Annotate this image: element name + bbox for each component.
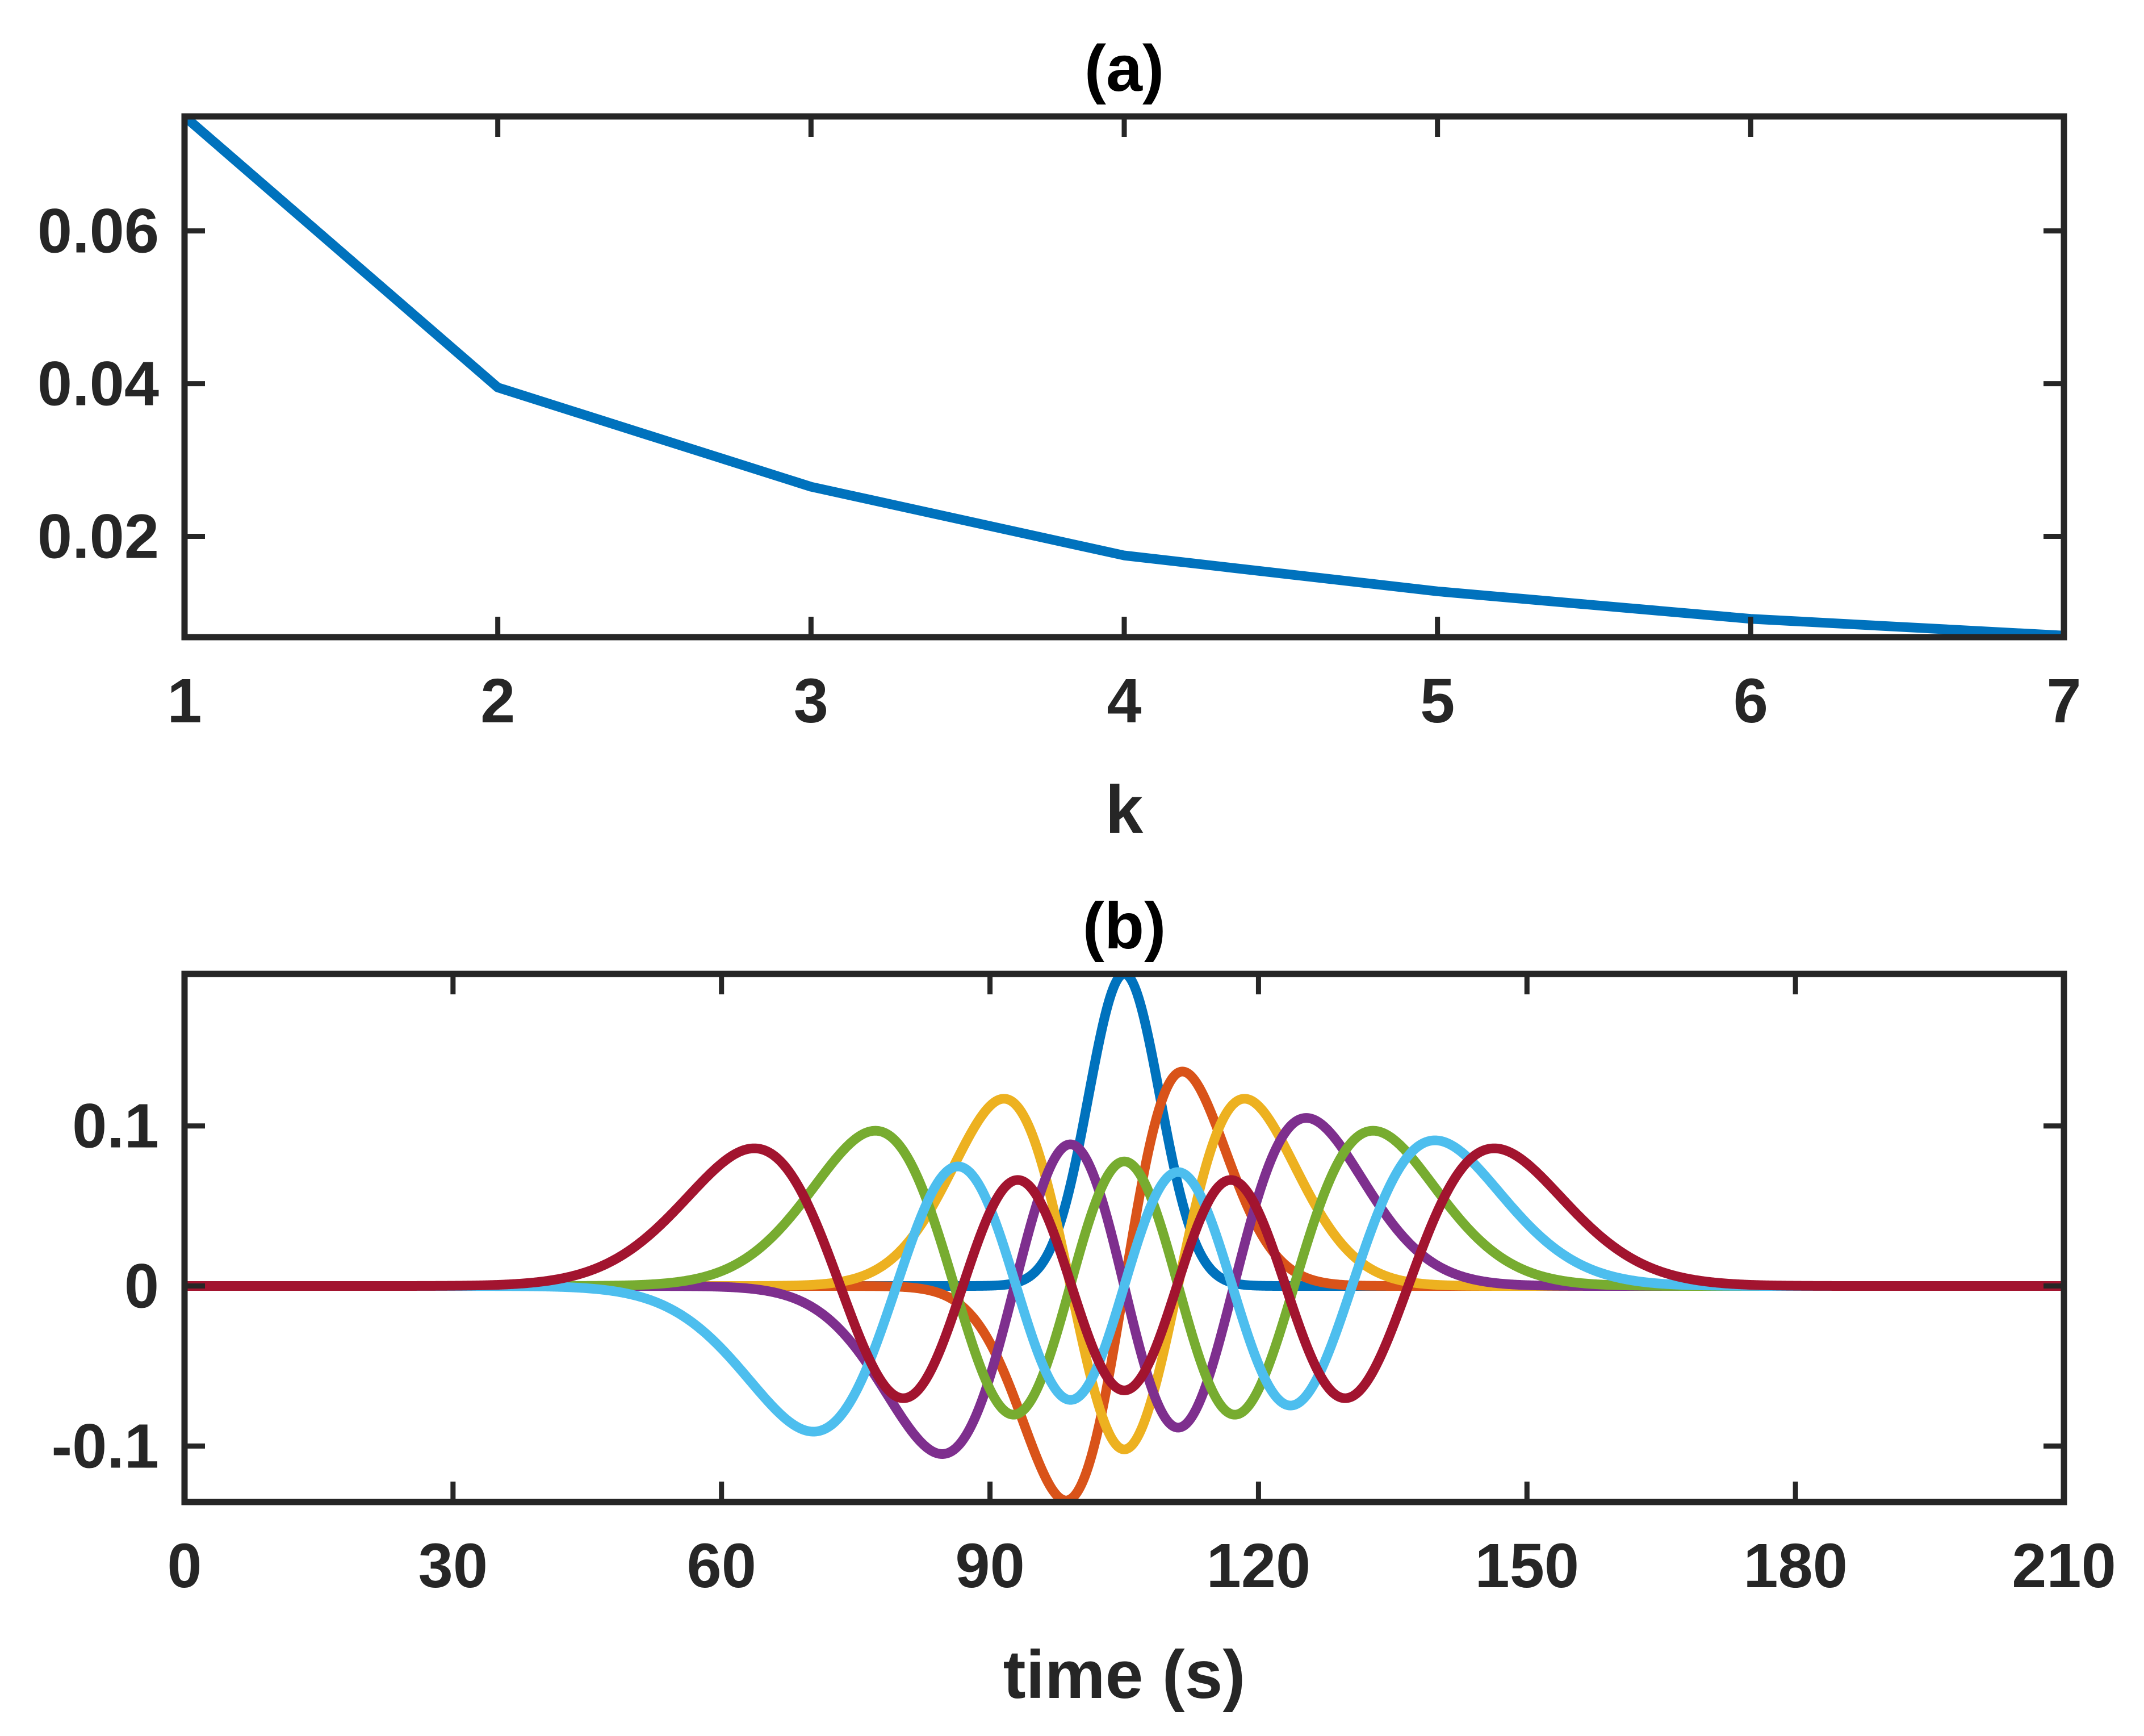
x-tick-label: 180: [1743, 1531, 1848, 1601]
x-tick-label: 120: [1207, 1531, 1311, 1601]
y-tick-label: -0.1: [51, 1411, 159, 1481]
x-tick-label: 150: [1475, 1531, 1580, 1601]
x-axis-label: time (s): [1003, 1637, 1246, 1713]
x-tick-label: 90: [955, 1531, 1024, 1601]
x-tick-label: 210: [2012, 1531, 2116, 1601]
chart-title: (b): [1083, 890, 1166, 963]
panel-b: 0 30 60 90 120 150 180 210-0.100.1(b)time (s): [51, 890, 2116, 1713]
chart-title: (a): [1084, 32, 1165, 105]
x-tick-label: 0: [167, 1531, 202, 1601]
x-tick-label: 2: [480, 666, 515, 736]
x-axis-label: k: [1106, 772, 1144, 848]
x-tick-label: 4: [1107, 666, 1141, 736]
axes-box: [181, 971, 2067, 1505]
plot-lines: [185, 974, 2064, 1502]
series-line-order-6: [185, 1143, 2064, 1403]
y-tick-label: 0: [124, 1252, 159, 1321]
panel-a: 1 2 3 4 5 6 7 0.02 0.04 0.06 (a) k: [37, 32, 2082, 848]
y-tick-label: 0.1: [72, 1091, 159, 1161]
y-tick-label: 0.06: [37, 196, 159, 266]
x-tick-label: 60: [687, 1531, 756, 1601]
y-tick-label: 0.02: [37, 502, 159, 572]
y-tick-label: 0.04: [37, 349, 159, 419]
x-tick-label: 30: [418, 1531, 488, 1601]
x-tick-label: 1: [167, 666, 202, 736]
x-tick-label: 5: [1420, 666, 1455, 736]
x-tick-label: 3: [794, 666, 828, 736]
x-tick-label: 7: [2046, 666, 2081, 736]
x-tick-label: 6: [1733, 666, 1768, 736]
